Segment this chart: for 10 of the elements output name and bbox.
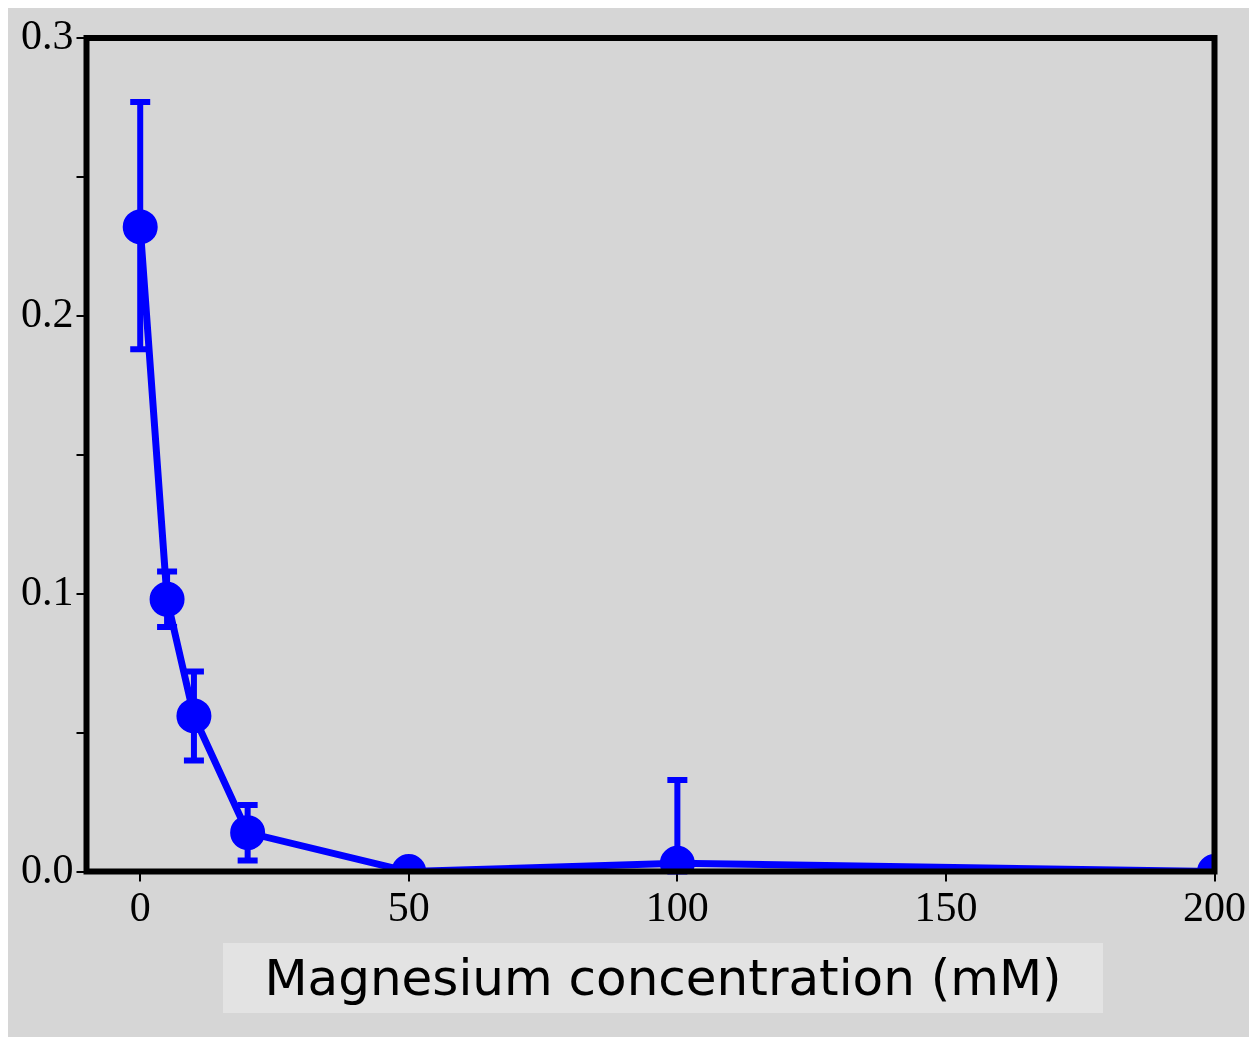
x-tick-label: 50 <box>387 883 430 930</box>
y-tick-label: 0.3 <box>21 12 74 59</box>
x-tick-label: 150 <box>914 883 978 930</box>
y-tick-label: 0.2 <box>21 289 74 336</box>
x-tick-label: 0 <box>129 883 151 930</box>
y-tick-label: 0.0 <box>21 845 74 892</box>
x-axis-title: Magnesium concentration (mM) <box>223 943 1103 1013</box>
y-tick-label: 0.1 <box>21 567 74 614</box>
x-tick-label: 100 <box>645 883 709 930</box>
x-tick-label: 200 <box>1183 883 1246 930</box>
